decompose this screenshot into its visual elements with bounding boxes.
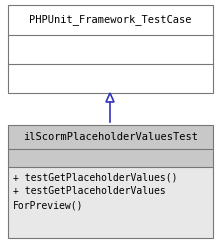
Bar: [8, 167, 213, 238]
Text: + testGetPlaceholderValues()
+ testGetPlaceholderValues
ForPreview(): + testGetPlaceholderValues() + testGetPl…: [13, 172, 177, 210]
Bar: [8, 125, 213, 238]
Polygon shape: [106, 93, 114, 102]
Text: PHPUnit_Framework_TestCase: PHPUnit_Framework_TestCase: [29, 15, 192, 26]
Text: ilScormPlaceholderValuesTest: ilScormPlaceholderValuesTest: [23, 132, 198, 142]
Bar: [8, 5, 213, 93]
Bar: [8, 149, 213, 167]
Bar: [8, 125, 213, 149]
